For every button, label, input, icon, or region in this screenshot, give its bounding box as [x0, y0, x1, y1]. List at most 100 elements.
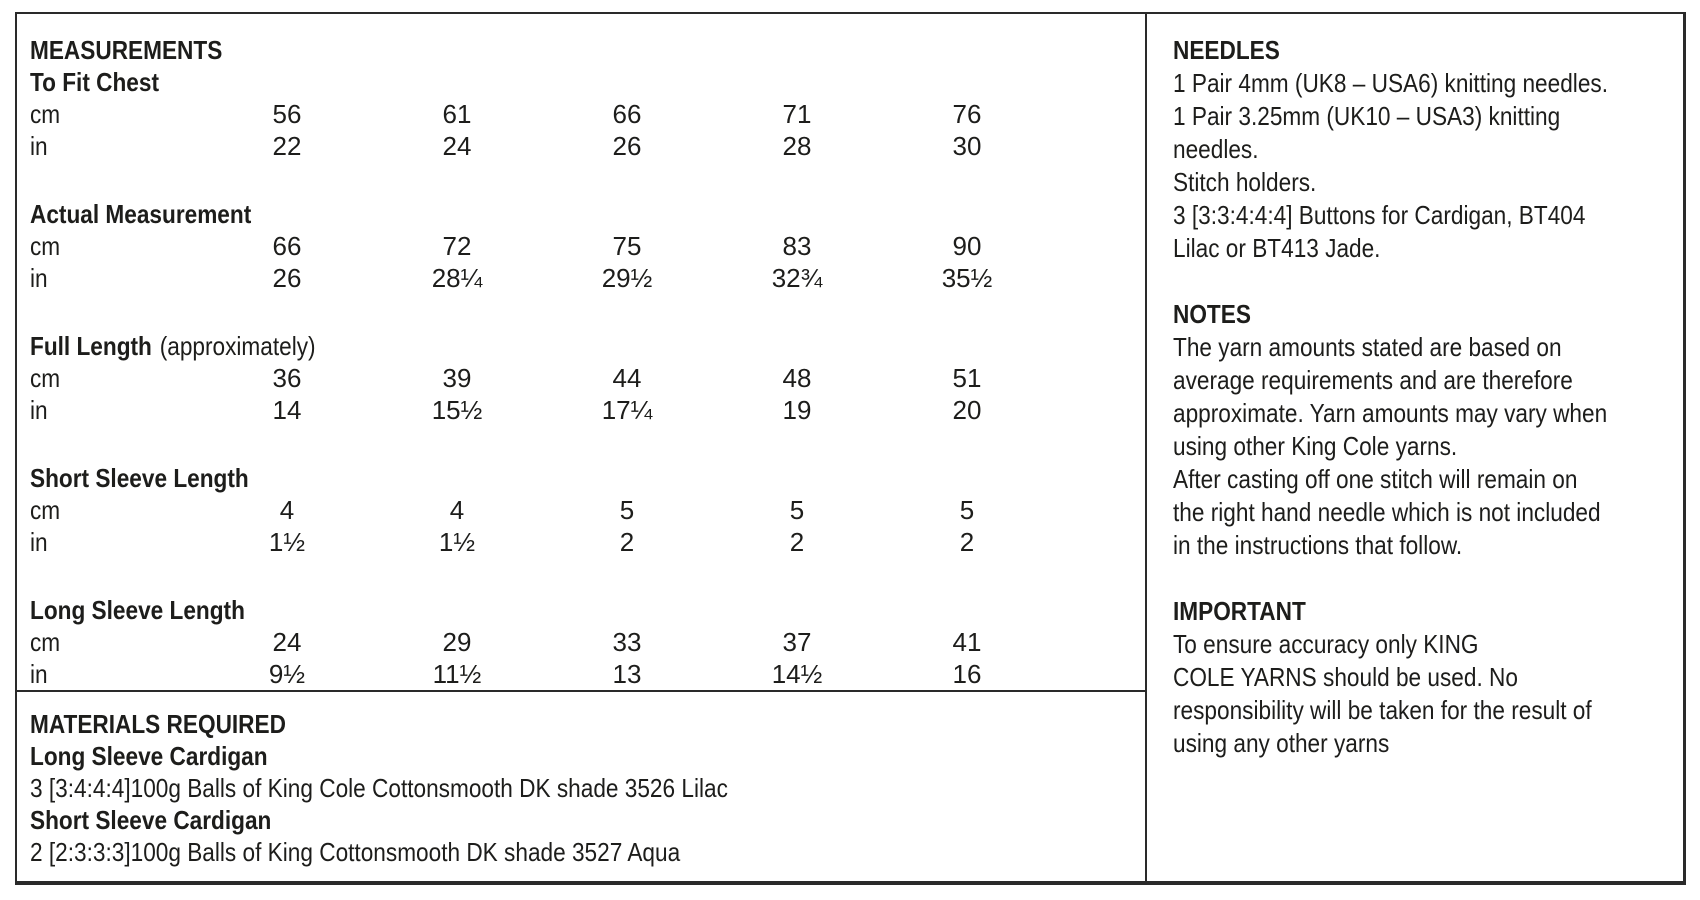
in-row: in 1½ 1½ 2 2 2: [30, 526, 1145, 558]
unit-label-cm: cm: [30, 99, 61, 129]
in-value: 2: [619, 527, 635, 557]
section-label: Actual Measurement: [30, 198, 1145, 230]
right-panel: NEEDLES 1 Pair 4mm (UK8 – USA6) knitting…: [1149, 14, 1683, 881]
in-value: 22: [272, 131, 302, 161]
needles-line: needles.: [1173, 134, 1259, 164]
materials-title: MATERIALS REQUIRED: [30, 708, 1145, 740]
section-label-text: Long Sleeve Length: [30, 595, 245, 625]
section-actual-measurement: Actual Measurement cm 66 72 75 83 90 in …: [30, 198, 1145, 294]
in-value: 20: [952, 395, 982, 425]
in-row: in 14 15½ 17¼ 19 20: [30, 394, 1145, 426]
notes-line: After casting off one stitch will remain…: [1173, 464, 1578, 494]
in-value: 26: [612, 131, 642, 161]
notes-title: NOTES: [1173, 299, 1251, 329]
needles-line: 1 Pair 3.25mm (UK10 – USA3) knitting: [1173, 101, 1561, 131]
cm-value: 4: [279, 495, 295, 525]
section-label: To Fit Chest: [30, 66, 1145, 98]
in-value: 26: [272, 263, 302, 293]
cm-value: 5: [619, 495, 635, 525]
section-needles: NEEDLES 1 Pair 4mm (UK8 – USA6) knitting…: [1173, 34, 1667, 265]
materials-item-text: 3 [3:4:4:4]100g Balls of King Cole Cotto…: [30, 773, 728, 803]
section-label-text: Full Length: [30, 331, 152, 361]
unit-label-in: in: [30, 659, 48, 689]
measurements-title: MEASUREMENTS: [30, 34, 1145, 66]
unit-label-cm: cm: [30, 627, 61, 657]
important-line: responsibility will be taken for the res…: [1173, 695, 1592, 725]
in-value: 13: [612, 659, 642, 689]
cm-value: 83: [782, 231, 812, 261]
in-value: 1½: [268, 527, 306, 557]
in-value: 24: [442, 131, 472, 161]
in-value: 30: [952, 131, 982, 161]
in-value: 19: [782, 395, 812, 425]
measurements-title-text: MEASUREMENTS: [30, 35, 223, 65]
section-label: Full Length (approximately): [30, 330, 1145, 362]
section-to-fit-chest: To Fit Chest cm 56 61 66 71 76 in 22 24 …: [30, 66, 1145, 162]
in-value: 35½: [941, 263, 993, 293]
important-line: To ensure accuracy only KING: [1173, 629, 1479, 659]
cm-value: 76: [952, 99, 982, 129]
cm-value: 71: [782, 99, 812, 129]
needles-line: Stitch holders.: [1173, 167, 1317, 197]
in-value: 17¼: [601, 395, 653, 425]
cm-value: 5: [959, 495, 975, 525]
section-long-sleeve-length: Long Sleeve Length cm 24 29 33 37 41 in …: [30, 594, 1145, 690]
materials-panel: MATERIALS REQUIRED Long Sleeve Cardigan …: [17, 692, 1145, 868]
materials-title-text: MATERIALS REQUIRED: [30, 709, 286, 739]
section-label-text: Actual Measurement: [30, 199, 252, 229]
unit-label-in: in: [30, 527, 48, 557]
section-label-suffix: (approximately): [159, 331, 316, 361]
cm-value: 33: [612, 627, 642, 657]
cm-row: cm 66 72 75 83 90: [30, 230, 1145, 262]
cm-value: 61: [442, 99, 472, 129]
in-value: 32¾: [771, 263, 823, 293]
cm-value: 41: [952, 627, 982, 657]
unit-label-cm: cm: [30, 495, 61, 525]
in-value: 1½: [438, 527, 476, 557]
pattern-sheet: MEASUREMENTS To Fit Chest cm 56 61 66 71…: [15, 12, 1686, 885]
section-label: Short Sleeve Length: [30, 462, 1145, 494]
cm-value: 75: [612, 231, 642, 261]
notes-line: average requirements and are therefore: [1173, 365, 1573, 395]
section-label-text: Short Sleeve Length: [30, 463, 249, 493]
left-panel: MEASUREMENTS To Fit Chest cm 56 61 66 71…: [17, 14, 1147, 881]
cm-value: 37: [782, 627, 812, 657]
section-notes: NOTES The yarn amounts stated are based …: [1173, 298, 1667, 562]
section-important: IMPORTANT To ensure accuracy only KING C…: [1173, 595, 1667, 760]
unit-label-cm: cm: [30, 363, 61, 393]
in-value: 29½: [601, 263, 653, 293]
cm-value: 66: [272, 231, 302, 261]
cm-value: 29: [442, 627, 472, 657]
materials-item-text: 2 [2:3:3:3]100g Balls of King Cottonsmoo…: [30, 837, 681, 867]
cm-value: 36: [272, 363, 302, 393]
unit-label-in: in: [30, 131, 48, 161]
in-value: 15½: [431, 395, 483, 425]
notes-line: The yarn amounts stated are based on: [1173, 332, 1562, 362]
in-value: 28: [782, 131, 812, 161]
cm-value: 56: [272, 99, 302, 129]
section-label: Long Sleeve Length: [30, 594, 1145, 626]
section-full-length: Full Length (approximately) cm 36 39 44 4…: [30, 330, 1145, 426]
cm-row: cm 56 61 66 71 76: [30, 98, 1145, 130]
important-line: using any other yarns: [1173, 728, 1390, 758]
in-row: in 22 24 26 28 30: [30, 130, 1145, 162]
unit-label-in: in: [30, 263, 48, 293]
notes-line: the right hand needle which is not inclu…: [1173, 497, 1601, 527]
unit-label-cm: cm: [30, 231, 61, 261]
important-title: IMPORTANT: [1173, 596, 1306, 626]
cm-value: 51: [952, 363, 982, 393]
measurements-panel: MEASUREMENTS To Fit Chest cm 56 61 66 71…: [17, 14, 1145, 692]
cm-value: 5: [789, 495, 805, 525]
cm-value: 66: [612, 99, 642, 129]
materials-item-heading: Short Sleeve Cardigan: [30, 805, 272, 835]
in-row: in 9½ 11½ 13 14½ 16: [30, 658, 1145, 690]
cm-row: cm 4 4 5 5 5: [30, 494, 1145, 526]
needles-line: Lilac or BT413 Jade.: [1173, 233, 1381, 263]
cm-value: 4: [449, 495, 465, 525]
in-value: 2: [959, 527, 975, 557]
in-row: in 26 28¼ 29½ 32¾ 35½: [30, 262, 1145, 294]
cm-value: 72: [442, 231, 472, 261]
important-line: COLE YARNS should be used. No: [1173, 662, 1518, 692]
section-short-sleeve-length: Short Sleeve Length cm 4 4 5 5 5 in 1½ 1…: [30, 462, 1145, 558]
in-value: 14½: [771, 659, 823, 689]
